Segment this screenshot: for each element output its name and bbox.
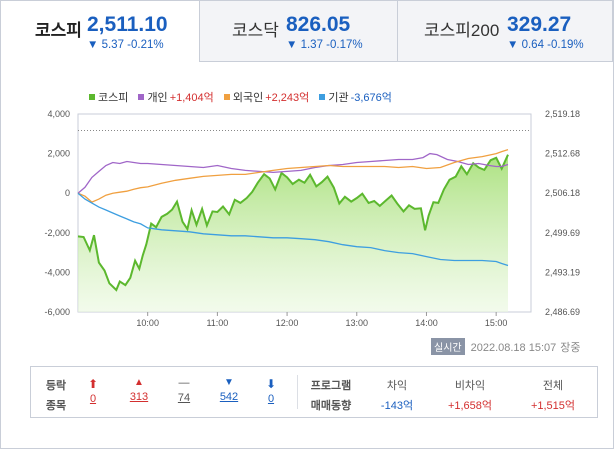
limit-down-icon: ⬇ — [265, 377, 277, 391]
tab-name: 코스피200 — [424, 21, 500, 40]
legend-value: +1,404억 — [169, 92, 214, 104]
y-left-tick-label: -2,000 — [44, 228, 70, 238]
legend-swatch — [89, 94, 95, 100]
tab-name: 코스닥 — [232, 21, 279, 40]
realtime-status: 실시간 2022.08.18 15:07 장중 — [431, 338, 581, 355]
limit-down-value[interactable]: 0 — [267, 393, 275, 405]
individual-line — [77, 152, 509, 194]
x-tick-label: 11:00 — [206, 318, 228, 328]
updown-label-line1: 등락 — [45, 380, 67, 392]
tab-change: ▼ 1.37 -0.17% — [286, 39, 363, 51]
falling-icon: ▼ — [224, 377, 234, 388]
program-trading-label: 프로그램 매매동향 — [307, 377, 355, 413]
market-summary-panel: 등락 종목 ⬆ 0 ▲ 313 — 74 ▼ 542 ⬇ 0 프로그램 매매동향 — [30, 366, 598, 418]
tab-value: 329.27 — [507, 13, 572, 36]
program-nonarbitrage-label: 비차익 — [454, 380, 486, 392]
unchanged-count: — 74 — [169, 377, 199, 404]
kospi-line — [77, 154, 509, 292]
market-status: 장중 — [560, 342, 581, 354]
tab-change: ▼ 5.37 -0.21% — [87, 39, 164, 51]
y-left-tick-label: -6,000 — [44, 307, 70, 317]
x-tick-label: 12:00 — [276, 318, 299, 328]
falling-value[interactable]: 542 — [219, 391, 239, 403]
y-left-tick-label: 0 — [65, 188, 70, 198]
x-tick-label: 15:00 — [485, 318, 508, 328]
y-right-tick-label: 2,506.18 — [545, 188, 580, 198]
program-total: 전체 +1,515억 — [515, 377, 591, 413]
legend-swatch — [223, 94, 230, 100]
limit-up-value[interactable]: 0 — [89, 393, 97, 405]
legend-item-foreign: 외국인 +2,243억 — [223, 89, 310, 105]
legend-item-individual: 개인 +1,404억 — [138, 89, 214, 105]
legend-label: 기관 — [328, 92, 349, 104]
tab-kospi[interactable]: 코스피 2,511.10 ▼ 5.37 -0.21% — [1, 0, 200, 62]
legend-label: 개인 — [147, 92, 168, 104]
falling-count: ▼ 542 — [211, 377, 247, 403]
y-right-tick-label: 2,499.69 — [545, 228, 580, 238]
intraday-chart: 4,000 2,000 0 -2,000 -4,000 -6,000 2,519.18 2,5… — [44, 109, 580, 328]
y-right-tick-label: 2,486.69 — [545, 307, 580, 317]
realtime-timestamp: 2022.08.18 15:07 — [470, 342, 557, 354]
x-tick-label: 10:00 — [136, 318, 159, 328]
index-tabs: 코스피 2,511.10 ▼ 5.37 -0.21% 코스닥 826.05 ▼ … — [1, 0, 613, 62]
y-right-tick-label: 2,512.68 — [545, 149, 580, 159]
unchanged-icon: — — [178, 377, 190, 389]
y-left-tick-label: 4,000 — [47, 109, 70, 119]
legend-label: 코스피 — [98, 92, 129, 104]
limit-up-count: ⬆ 0 — [81, 377, 105, 405]
rising-count: ▲ 313 — [121, 377, 157, 403]
summary-divider — [297, 375, 298, 409]
y-right-tick-label: 2,493.19 — [545, 267, 580, 277]
tab-value: 2,511.10 — [87, 13, 168, 36]
rising-icon: ▲ — [134, 377, 144, 388]
chart-legend: 코스피 개인 +1,404억 외국인 +2,243억 기관 -3,676억 — [89, 89, 399, 105]
tab-change: ▼ 0.64 -0.19% — [507, 39, 584, 51]
tab-kosdaq[interactable]: 코스닥 826.05 ▼ 1.37 -0.17% — [200, 0, 398, 62]
program-nonarbitrage: 비차익 +1,658억 — [431, 377, 509, 413]
x-tick-label: 13:00 — [346, 318, 369, 328]
foreign-line — [77, 148, 509, 203]
program-arbitrage-label: 차익 — [386, 380, 408, 392]
y-left-tick-label: -4,000 — [44, 267, 70, 277]
y-left-tick-label: 2,000 — [47, 149, 70, 159]
legend-swatch — [138, 94, 145, 100]
institution-line — [77, 192, 509, 267]
program-arbitrage: 차익 -143억 — [367, 377, 427, 413]
y-right-tick-label: 2,519.18 — [545, 109, 580, 119]
limit-up-icon: ⬆ — [87, 377, 99, 391]
realtime-badge[interactable]: 실시간 — [431, 338, 465, 355]
legend-label: 외국인 — [232, 92, 264, 104]
unchanged-value[interactable]: 74 — [177, 392, 191, 404]
x-tick-label: 14:00 — [415, 318, 438, 328]
legend-value: -3,676억 — [350, 92, 392, 104]
tab-kospi200[interactable]: 코스피200 329.27 ▼ 0.64 -0.19% — [398, 0, 613, 62]
tab-name: 코스피 — [35, 21, 82, 40]
program-nonarbitrage-value: +1,658억 — [447, 400, 493, 412]
legend-item-kospi: 코스피 — [89, 89, 128, 105]
program-label-line2: 매매동향 — [310, 400, 352, 412]
program-total-value: +1,515억 — [530, 400, 576, 412]
rising-value[interactable]: 313 — [129, 391, 149, 403]
program-total-label: 전체 — [542, 380, 564, 392]
legend-value: +2,243억 — [265, 92, 310, 104]
legend-item-institution: 기관 -3,676억 — [319, 89, 392, 105]
program-label-line1: 프로그램 — [310, 380, 352, 392]
tab-value: 826.05 — [286, 13, 351, 36]
program-arbitrage-value: -143억 — [380, 400, 414, 412]
kospi-area — [78, 154, 508, 312]
legend-swatch — [319, 94, 326, 100]
updown-label: 등락 종목 — [41, 377, 71, 413]
limit-down-count: ⬇ 0 — [259, 377, 283, 405]
updown-label-line2: 종목 — [45, 400, 67, 412]
